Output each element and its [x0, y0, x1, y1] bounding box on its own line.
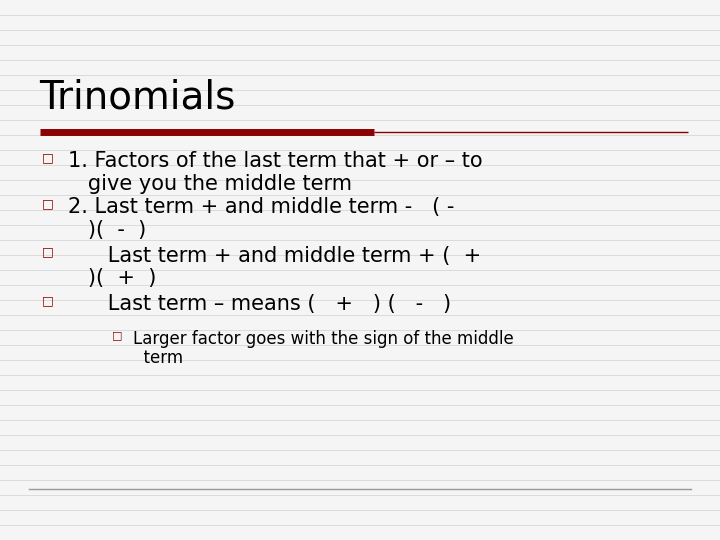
Text: □: □ [112, 330, 122, 341]
Text: 2. Last term + and middle term -   ( -: 2. Last term + and middle term - ( - [68, 197, 455, 217]
Text: □: □ [42, 294, 53, 307]
Text: □: □ [42, 151, 53, 164]
Text: give you the middle term: give you the middle term [68, 174, 352, 194]
Text: Last term – means (   +   ) (   -   ): Last term – means ( + ) ( - ) [68, 294, 451, 314]
Text: □: □ [42, 246, 53, 259]
Text: □: □ [42, 197, 53, 210]
Text: )(  -  ): )( - ) [68, 220, 147, 240]
Text: Trinomials: Trinomials [40, 78, 236, 116]
Text: Last term + and middle term + (  +: Last term + and middle term + ( + [68, 246, 482, 266]
Text: )(  +  ): )( + ) [68, 268, 157, 288]
Text: Larger factor goes with the sign of the middle: Larger factor goes with the sign of the … [133, 330, 514, 348]
Text: 1. Factors of the last term that + or – to: 1. Factors of the last term that + or – … [68, 151, 483, 171]
Text: term: term [133, 349, 184, 367]
